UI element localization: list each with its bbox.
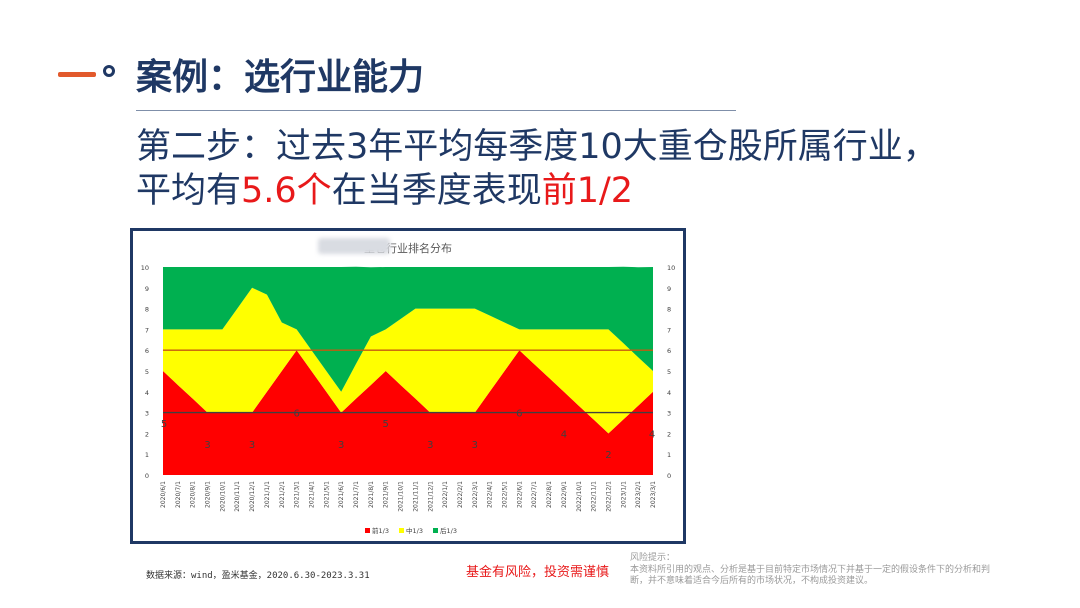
data-label: 6 bbox=[293, 409, 299, 420]
x-tick-label: 2021/2/1 bbox=[279, 481, 286, 508]
x-tick-label: 2022/6/1 bbox=[516, 481, 523, 508]
x-tick-label: 2022/2/1 bbox=[457, 481, 464, 508]
step-line-2: 平均有5.6个在当季度表现前1/2 bbox=[136, 162, 633, 213]
x-tick-label: 2022/9/1 bbox=[561, 481, 568, 508]
data-label: 4 bbox=[649, 429, 655, 440]
x-tick-label: 2020/11/1 bbox=[234, 481, 241, 512]
x-tick-label: 2023/1/1 bbox=[620, 481, 627, 508]
data-label: 3 bbox=[427, 440, 433, 451]
x-tick-label: 2021/11/1 bbox=[412, 481, 419, 512]
data-source: 数据来源：wind，盈米基金，2020.6.30-2023.3.31 bbox=[146, 571, 370, 581]
title-divider bbox=[136, 110, 736, 111]
page-title: 案例：选行业能力 bbox=[136, 57, 425, 98]
x-tick-label: 2021/1/1 bbox=[264, 481, 271, 508]
y-tick-left: 7 bbox=[145, 326, 149, 334]
x-tick-label: 2021/5/1 bbox=[323, 481, 330, 508]
legend-label: 前1/3 bbox=[372, 526, 389, 535]
x-tick-label: 2021/12/1 bbox=[427, 481, 434, 512]
x-tick-label: 2020/8/1 bbox=[190, 481, 197, 508]
y-tick-left: 0 bbox=[145, 472, 149, 480]
y-tick-right: 2 bbox=[667, 430, 671, 438]
x-tick-label: 2022/3/1 bbox=[472, 481, 479, 508]
data-label: 3 bbox=[472, 440, 478, 451]
x-tick-label: 2020/7/1 bbox=[175, 481, 182, 508]
x-tick-label: 2022/12/1 bbox=[605, 481, 612, 512]
y-tick-right: 7 bbox=[667, 326, 671, 334]
y-tick-left: 6 bbox=[145, 347, 149, 355]
step-line-2-highlight: 前1/2 bbox=[541, 171, 634, 211]
data-label: 3 bbox=[204, 440, 210, 451]
y-tick-right: 10 bbox=[667, 264, 675, 272]
data-label: 6 bbox=[516, 409, 522, 420]
x-tick-label: 2022/8/1 bbox=[546, 481, 553, 508]
y-tick-left: 4 bbox=[145, 389, 149, 397]
data-label: 2 bbox=[605, 450, 611, 461]
y-tick-right: 8 bbox=[667, 306, 671, 314]
x-tick-label: 2023/2/1 bbox=[635, 481, 642, 508]
series-area-2 bbox=[163, 287, 653, 434]
data-label: 5 bbox=[161, 419, 167, 430]
step-line-2-middle: 在当季度表现 bbox=[331, 171, 542, 211]
legend-swatch bbox=[399, 528, 404, 533]
y-tick-right: 1 bbox=[667, 451, 671, 459]
y-tick-left: 10 bbox=[141, 264, 149, 272]
x-tick-label: 2022/4/1 bbox=[487, 481, 494, 508]
y-tick-left: 8 bbox=[145, 306, 149, 314]
x-tick-label: 2022/7/1 bbox=[531, 481, 538, 508]
risk-warning: 基金有风险，投资需谨慎 bbox=[466, 565, 610, 580]
chart-frame: 重仓行业排名分布 0 0 1 1 2 2 3 3 4 4 5 5 6 6 7 7 8 8 9 9 10 10 2020/6/1… bbox=[130, 228, 686, 544]
x-tick-label: 2021/8/1 bbox=[368, 481, 375, 508]
y-tick-left: 1 bbox=[145, 451, 149, 459]
x-tick-label: 2020/12/1 bbox=[249, 481, 256, 512]
x-tick-label: 2020/6/1 bbox=[160, 481, 167, 508]
y-tick-right: 0 bbox=[667, 472, 671, 480]
y-tick-left: 5 bbox=[145, 368, 149, 376]
step-line-2-number: 5.6个 bbox=[241, 171, 332, 211]
step-line-1: 第二步：过去3年平均每季度10大重仓股所属行业， bbox=[136, 127, 938, 167]
risk-disclaimer: 风险提示： 本资料所引用的观点、分析是基于目前特定市场情况下并基于一定的假设条件… bbox=[630, 553, 990, 588]
x-tick-label: 2021/6/1 bbox=[338, 481, 345, 508]
x-tick-label: 2020/9/1 bbox=[205, 481, 212, 508]
x-tick-label: 2021/4/1 bbox=[308, 481, 315, 508]
x-tick-label: 2022/1/1 bbox=[442, 481, 449, 508]
legend-swatch bbox=[365, 528, 370, 533]
x-tick-label: 2021/3/1 bbox=[294, 481, 301, 508]
blurred-title-prefix bbox=[318, 238, 390, 254]
y-tick-right: 9 bbox=[667, 285, 671, 293]
series-area-3 bbox=[163, 266, 653, 392]
x-tick-label: 2021/10/1 bbox=[398, 481, 405, 512]
risk-disclaimer-body: 本资料所引用的观点、分析是基于目前特定市场情况下并基于一定的假设条件下的分析和判… bbox=[630, 564, 991, 587]
x-tick-label: 2023/3/1 bbox=[650, 481, 657, 508]
y-tick-left: 3 bbox=[145, 410, 149, 418]
legend-label: 后1/3 bbox=[440, 526, 457, 535]
y-tick-right: 4 bbox=[667, 389, 671, 397]
data-label: 3 bbox=[249, 440, 255, 451]
y-tick-left: 9 bbox=[145, 285, 149, 293]
y-tick-left: 2 bbox=[145, 430, 149, 438]
legend-label: 中1/3 bbox=[406, 526, 423, 535]
y-tick-right: 3 bbox=[667, 410, 671, 418]
y-tick-right: 6 bbox=[667, 347, 671, 355]
legend-swatch bbox=[433, 528, 438, 533]
x-tick-label: 2022/5/1 bbox=[502, 481, 509, 508]
x-tick-label: 2021/9/1 bbox=[383, 481, 390, 508]
x-tick-label: 2021/7/1 bbox=[353, 481, 360, 508]
x-tick-label: 2020/10/1 bbox=[219, 481, 226, 512]
y-tick-right: 5 bbox=[667, 368, 671, 376]
data-label: 4 bbox=[561, 429, 567, 440]
x-tick-label: 2022/10/1 bbox=[576, 481, 583, 512]
x-tick-label: 2022/11/1 bbox=[591, 481, 598, 512]
data-label: 5 bbox=[383, 419, 389, 430]
data-label: 3 bbox=[338, 440, 344, 451]
step-line-2-prefix: 平均有 bbox=[136, 171, 242, 211]
risk-disclaimer-title: 风险提示： bbox=[630, 553, 676, 563]
title-accent-dash bbox=[58, 72, 96, 77]
title-accent-ring bbox=[103, 65, 115, 77]
